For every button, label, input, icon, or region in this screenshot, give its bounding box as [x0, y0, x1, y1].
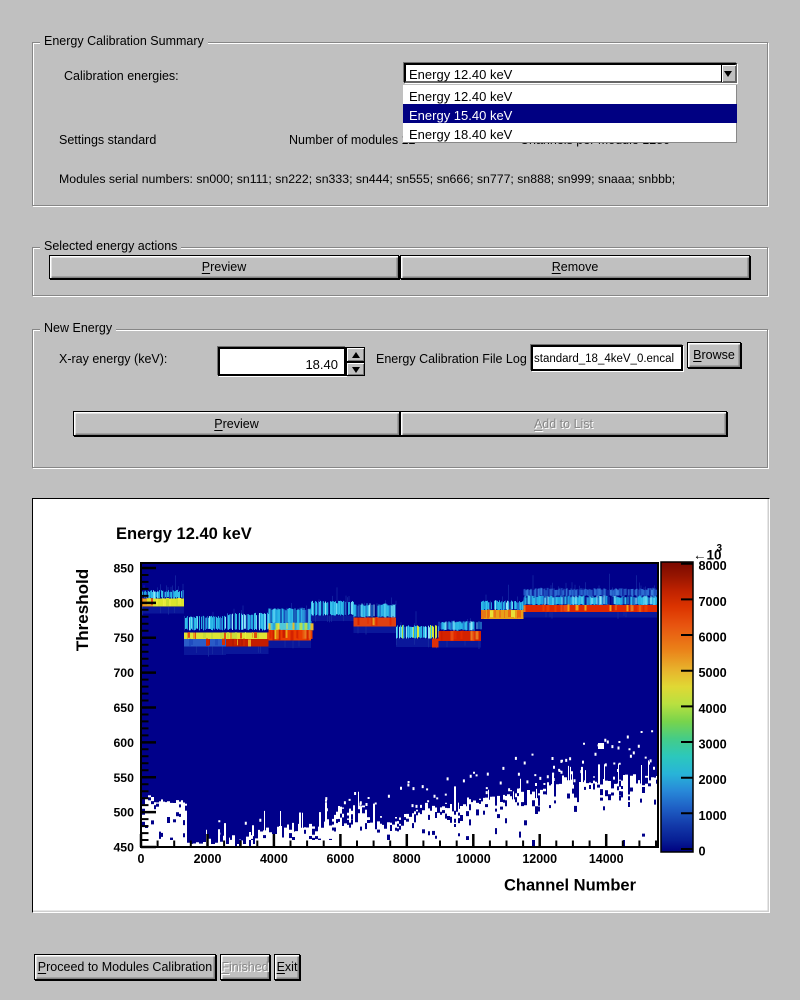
svg-text:Energy 12.40 keV: Energy 12.40 keV: [116, 525, 252, 543]
svg-text:800: 800: [113, 596, 134, 610]
svg-text:←10: ←10: [693, 548, 722, 563]
svg-text:700: 700: [113, 666, 134, 680]
svg-text:2000: 2000: [194, 852, 222, 866]
svg-text:750: 750: [113, 631, 134, 645]
svg-text:1000: 1000: [699, 809, 727, 823]
svg-text:650: 650: [113, 701, 134, 715]
svg-text:600: 600: [113, 736, 134, 750]
svg-text:3000: 3000: [699, 738, 727, 752]
svg-text:10000: 10000: [456, 852, 491, 866]
svg-text:0: 0: [699, 845, 706, 859]
svg-text:Channel Number: Channel Number: [504, 877, 637, 895]
svg-text:500: 500: [113, 806, 134, 820]
svg-text:850: 850: [113, 562, 134, 576]
svg-text:14000: 14000: [589, 852, 624, 866]
svg-text:12000: 12000: [522, 852, 557, 866]
svg-text:550: 550: [113, 771, 134, 785]
svg-text:6000: 6000: [699, 631, 727, 645]
svg-text:Threshold: Threshold: [73, 569, 92, 651]
svg-text:450: 450: [113, 841, 134, 855]
svg-text:2000: 2000: [699, 773, 727, 787]
svg-text:4000: 4000: [699, 702, 727, 716]
svg-text:0: 0: [138, 852, 145, 866]
svg-text:5000: 5000: [699, 666, 727, 680]
svg-text:4000: 4000: [260, 852, 288, 866]
svg-text:3: 3: [717, 543, 723, 554]
svg-text:8000: 8000: [699, 559, 727, 573]
svg-text:7000: 7000: [699, 595, 727, 609]
svg-text:8000: 8000: [393, 852, 421, 866]
svg-text:6000: 6000: [326, 852, 354, 866]
